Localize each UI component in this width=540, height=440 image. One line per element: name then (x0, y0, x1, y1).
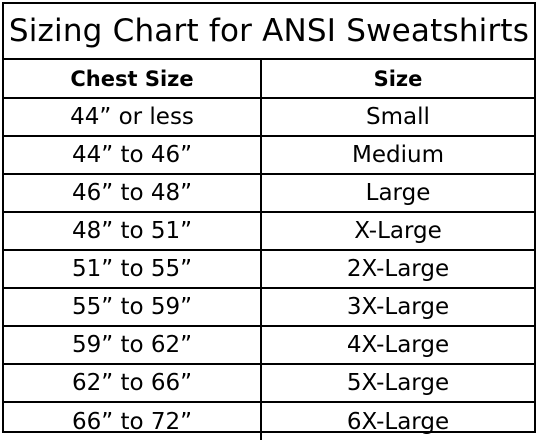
header-chest-size: Chest Size (4, 60, 262, 99)
size-cell: Medium (260, 135, 534, 175)
table-row: 44” or less Small (4, 98, 534, 137)
chest-size-cell: 48” to 51” (4, 211, 262, 251)
chest-size-cell: 66” to 72” (4, 401, 262, 440)
size-cell: 2X-Large (260, 249, 534, 289)
table-row: 51” to 55” 2X-Large (4, 249, 534, 289)
size-cell: 5X-Large (260, 363, 534, 403)
table-row: 55” to 59” 3X-Large (4, 287, 534, 327)
chest-size-cell: 44” to 46” (4, 135, 262, 175)
chest-size-cell: 55” to 59” (4, 287, 262, 327)
size-cell: 4X-Large (260, 325, 534, 365)
table-row: 62” to 66” 5X-Large (4, 363, 534, 403)
header-size: Size (260, 60, 534, 99)
table-row: 44” to 46” Medium (4, 135, 534, 175)
size-cell: Large (260, 173, 534, 213)
chest-size-cell: 62” to 66” (4, 363, 262, 403)
chest-size-cell: 51” to 55” (4, 249, 262, 289)
size-cell: X-Large (260, 211, 534, 251)
table-row: 46” to 48” Large (4, 173, 534, 213)
header-row: Chest Size Size (4, 60, 534, 99)
chest-size-cell: 44” or less (4, 98, 262, 137)
table-row: 59” to 62” 4X-Large (4, 325, 534, 365)
size-cell: Small (260, 98, 534, 137)
table-row: 66” to 72” 6X-Large (4, 401, 534, 440)
chart-title: Sizing Chart for ANSI Sweatshirts (4, 4, 534, 60)
chest-size-cell: 59” to 62” (4, 325, 262, 365)
size-cell: 6X-Large (260, 401, 534, 440)
chest-size-cell: 46” to 48” (4, 173, 262, 213)
sizing-table: Chest Size Size 44” or less Small 44” to… (4, 60, 534, 440)
table-row: 48” to 51” X-Large (4, 211, 534, 251)
size-cell: 3X-Large (260, 287, 534, 327)
